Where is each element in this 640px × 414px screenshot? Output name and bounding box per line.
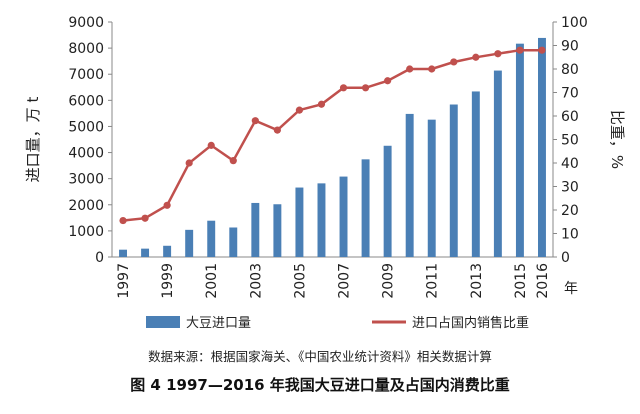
line-point-2014 — [494, 50, 502, 58]
bar-2007 — [339, 176, 348, 257]
x-tick-label: 2009 — [381, 263, 397, 299]
bar-2001 — [207, 220, 216, 257]
x-tick-label: 1999 — [160, 263, 176, 299]
x-unit-label: 年 — [564, 281, 578, 297]
y-right-tick-label: 90 — [561, 39, 579, 55]
line-point-2003 — [251, 117, 259, 125]
bar-2013 — [471, 91, 480, 257]
x-tick-label: 2001 — [204, 263, 220, 299]
line-point-2009 — [384, 77, 392, 85]
bar-2004 — [273, 204, 282, 257]
line-point-2007 — [339, 84, 348, 92]
x-tick-label: 2016 — [535, 263, 551, 299]
line-point-2013 — [472, 53, 480, 61]
line-point-1998 — [141, 214, 149, 222]
source-note: 数据来源：根据国家海关、《中国农业统计资料》相关数据计算 — [148, 349, 492, 364]
y-right-tick-label: 10 — [561, 227, 579, 243]
line-point-2010 — [406, 65, 414, 73]
line-point-2005 — [295, 106, 304, 114]
line-point-2015 — [516, 46, 524, 54]
figure-caption: 图 4 1997—2016 年我国大豆进口量及占国内消费比重 — [130, 376, 510, 394]
y-right-axis-title: 比重，% — [608, 110, 626, 169]
bar-1999 — [163, 245, 172, 257]
y-left-tick-label: 8000 — [68, 41, 104, 57]
bar-2010 — [405, 113, 414, 258]
bar-2002 — [229, 227, 238, 257]
y-left-tick-label: 2000 — [68, 198, 104, 214]
y-right-tick-label: 40 — [561, 156, 579, 172]
y-left-tick-label: 6000 — [68, 93, 104, 109]
line-series-path — [122, 48, 542, 222]
y-right-tick-label: 50 — [561, 133, 579, 149]
y-right-tick-label: 100 — [561, 15, 588, 31]
line-point-1997 — [119, 216, 127, 225]
legend-line-label: 进口占国内销售比重 — [412, 315, 529, 331]
y-right-tick-label: 0 — [561, 250, 570, 266]
y-left-tick-label: 7000 — [68, 67, 104, 83]
bar-2006 — [317, 183, 326, 257]
legend-bar-label: 大豆进口量 — [186, 316, 251, 331]
x-tick-label: 2011 — [425, 263, 441, 299]
line-point-2011 — [428, 65, 436, 73]
x-tick-label: 2007 — [337, 263, 353, 299]
x-tick-label: 2005 — [292, 263, 308, 299]
y-left-axis-title: 进口量，万 t — [24, 97, 42, 183]
line-point-2001 — [207, 141, 215, 149]
y-left-tick-label: 9000 — [68, 15, 104, 31]
legend-bar-swatch — [146, 316, 180, 328]
y-left-tick-label: 0 — [95, 250, 104, 266]
x-tick-label: 2003 — [248, 263, 264, 299]
y-right-tick-label: 80 — [561, 62, 579, 78]
line-point-2006 — [317, 100, 326, 108]
y-right-tick-label: 60 — [561, 109, 579, 125]
bar-2014 — [493, 70, 502, 257]
combo-chart: 0 1000 2000 3000 4000 5000 6000 7000 8000 9000 0 10… — [24, 15, 626, 331]
bar-1998 — [141, 248, 150, 257]
x-tick-label: 1997 — [116, 263, 132, 299]
bar-2003 — [251, 202, 260, 257]
line-point-2000 — [185, 159, 193, 167]
y-right-tick-label: 30 — [561, 180, 579, 196]
y-left-tick-label: 5000 — [68, 119, 104, 135]
y-right-tick-label: 20 — [561, 203, 579, 219]
x-tick-label: 2013 — [469, 263, 485, 299]
line-point-2008 — [361, 84, 370, 92]
line-point-1999 — [163, 201, 171, 209]
line-point-2016 — [538, 46, 546, 54]
y-left-tick-label: 3000 — [68, 172, 104, 188]
bar-2011 — [427, 119, 436, 258]
y-left-tick-label: 4000 — [68, 146, 104, 162]
bar-2000 — [185, 229, 194, 257]
line-point-2004 — [273, 126, 281, 134]
y-right-tick-label: 70 — [561, 86, 579, 102]
y-left-tick-label: 1000 — [68, 224, 104, 240]
bar-2016 — [538, 37, 546, 257]
line-point-2012 — [450, 58, 458, 66]
bar-2005 — [295, 187, 304, 257]
x-tick-label: 2015 — [513, 263, 529, 299]
bar-2009 — [383, 145, 392, 257]
bar-2015 — [515, 43, 524, 257]
bar-2008 — [361, 159, 370, 257]
bar-1997 — [119, 249, 127, 257]
bar-2012 — [449, 104, 458, 257]
line-point-2002 — [229, 157, 237, 165]
